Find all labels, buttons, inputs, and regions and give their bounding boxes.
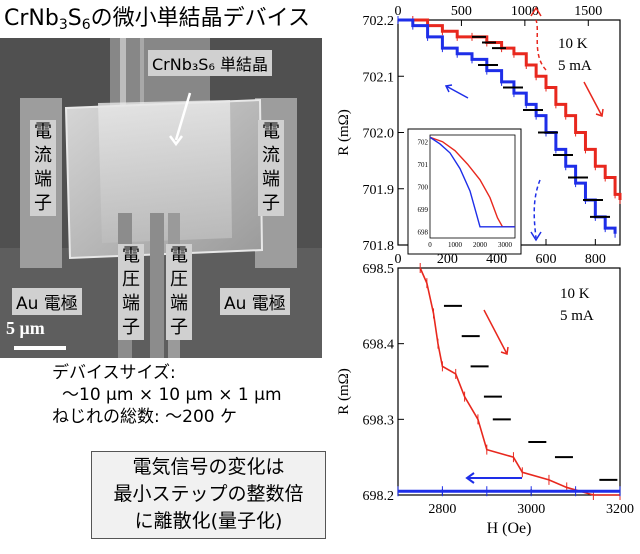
sweep-arrow-red [483, 309, 508, 355]
y-axis-label: R (mΩ) [336, 109, 352, 156]
y-tick-label: 702.2 [363, 14, 395, 29]
y-tick-label: 702.1 [363, 70, 395, 85]
y-tick-label: 702.0 [363, 127, 395, 142]
sweep-arrowhead-blue [465, 472, 475, 484]
dashed-link-red [535, 19, 547, 71]
summary-line-2: 最小ステップの整数倍 [113, 483, 304, 505]
label-au-electrode-right: Au 電極 [220, 288, 290, 315]
annotation-current: 5 mA [560, 308, 594, 324]
annotation-temperature: 10 K [560, 286, 590, 302]
x-tick-label: 3000 [517, 502, 545, 517]
label-current-terminal-right: 電流端子 [258, 120, 284, 216]
inset-y-tick-label: 701 [418, 161, 429, 169]
annotation-temperature: 10 K [558, 36, 588, 52]
inset-frame [429, 134, 516, 239]
resistance-plot-top: 0 200 400 600 800 0 500 1000 1500 701.8 701.9 702.0… [322, 0, 640, 270]
y-tick-label: 698.3 [363, 413, 395, 428]
dashed-arrowhead-blue [530, 231, 542, 242]
x-tick-label: 3200 [606, 502, 634, 517]
inset-series-blue [429, 136, 515, 228]
series-line-red [419, 267, 620, 496]
scale-bar-label: 5 μm [6, 318, 45, 338]
summary-box: 電気信号の変化は 最小ステップの整数倍 に離散化(量子化) [91, 451, 326, 539]
y-tick-label: 698.5 [363, 262, 395, 277]
label-crystal: CrNb₃S₆ 単結晶 [148, 50, 272, 76]
x-tick-label-top: 500 [451, 4, 472, 19]
series-line-red [398, 18, 622, 200]
inset-x-tick-label: 0 [428, 241, 432, 249]
sweep-arrowhead-blue [444, 84, 453, 93]
x-tick-label-bottom: 600 [536, 252, 557, 267]
label-voltage-terminal-right: 電圧端子 [166, 244, 192, 340]
dashed-arrowhead-red [530, 6, 542, 17]
y-tick-label: 701.9 [363, 183, 395, 198]
sweep-arrow-blue [445, 85, 469, 99]
label-voltage-terminal-left: 電圧端子 [118, 244, 144, 340]
inset-series-red [429, 136, 515, 228]
label-au-electrode-left: Au 電極 [12, 288, 82, 315]
inset-x-tick-label: 1000 [448, 241, 463, 249]
x-tick-label-top: 1500 [574, 4, 602, 19]
inset-y-tick-label: 699 [418, 206, 429, 214]
x-tick-label-bottom: 400 [486, 252, 507, 267]
sweep-arrowhead-red [500, 346, 509, 355]
inset-x-tick-label: 3000 [498, 241, 513, 249]
sweep-arrowhead-red [595, 108, 604, 117]
y-tick-label: 698.2 [363, 489, 395, 504]
x-tick-label-top: 0 [395, 4, 402, 19]
dashed-link-blue [533, 179, 541, 239]
specs-line-2: ～10 μm × 10 μm × 1 μm [62, 385, 282, 405]
summary-line-3: に離散化(量子化) [134, 510, 283, 532]
y-tick-label: 701.8 [363, 239, 395, 254]
plot-frame [397, 267, 621, 496]
y-tick-label: 698.4 [363, 338, 395, 353]
inset-y-tick-label: 698 [418, 228, 429, 236]
annotation-current: 5 mA [558, 58, 592, 74]
inset-background [407, 128, 522, 255]
sweep-arrow-red [583, 81, 603, 117]
x-axis-label: H (Oe) [487, 520, 532, 537]
inset-x-tick-label: 2000 [473, 241, 488, 249]
resistance-plot-bottom: 2800 3000 3200 698.2 698.3 698.4 698.5 H (Oe) R … [322, 260, 640, 550]
summary-line-1: 電気信号の変化は [132, 456, 285, 478]
device-specs: デバイスサイズ: ～10 μm × 10 μm × 1 μm ねじれの総数: ～… [52, 362, 332, 428]
specs-line-3: ねじれの総数: ～200 ケ [52, 407, 237, 427]
y-axis-label: R (mΩ) [336, 368, 352, 415]
inset-y-tick-label: 700 [418, 184, 429, 192]
specs-line-1: デバイスサイズ: [52, 363, 176, 383]
sem-micrograph: CrNb₃S₆ 単結晶 電流端子 電流端子 電圧端子 電圧端子 Au 電極 Au… [0, 38, 322, 358]
label-current-terminal-left: 電流端子 [30, 120, 56, 216]
inset-y-tick-label: 702 [418, 139, 429, 147]
x-tick-label-bottom: 800 [585, 252, 606, 267]
x-tick-label: 2800 [428, 502, 456, 517]
figure-title: CrNb3S6の微小単結晶デバイス [4, 6, 310, 33]
x-tick-label-bottom: 200 [437, 252, 458, 267]
x-tick-label-bottom: 0 [395, 252, 402, 267]
